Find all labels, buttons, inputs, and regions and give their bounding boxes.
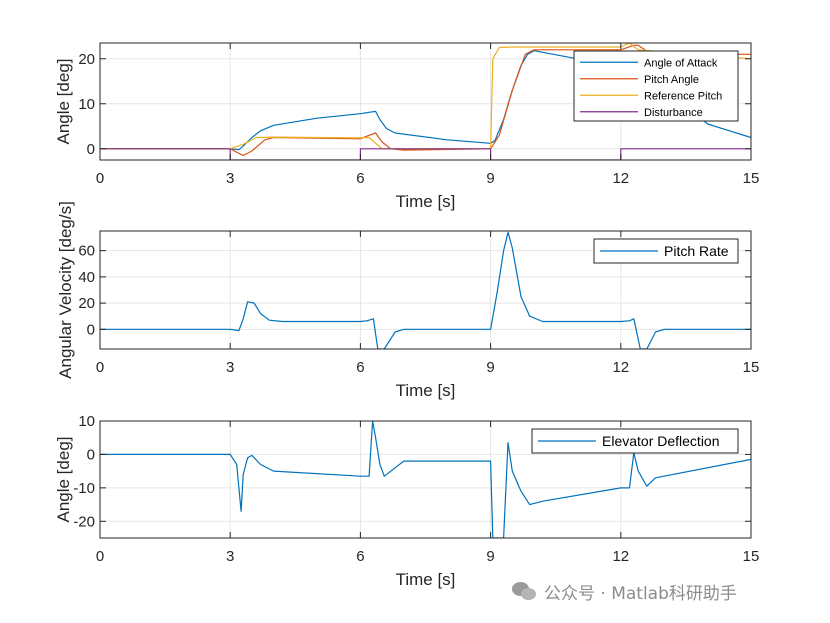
legend-label: Pitch Rate [664, 243, 729, 259]
axes-box [99, 230, 752, 350]
series-line-1 [100, 231, 751, 349]
x-tick-label: 9 [486, 359, 494, 376]
x-tick-label: 3 [226, 170, 234, 187]
series-line-4 [100, 148, 751, 160]
watermark-text: 公众号 · Matlab科研助手 [544, 583, 737, 604]
y-tick-label: 10 [78, 96, 95, 113]
y-tick-label: 0 [87, 446, 95, 463]
y-axis-label: Angle [deg] [54, 436, 73, 522]
x-tick-label: 0 [96, 548, 104, 565]
legend-label: Angle of Attack [644, 57, 718, 69]
x-axis-label: Time [s] [396, 381, 456, 400]
x-tick-label: 9 [486, 170, 494, 187]
legend: Pitch Rate [593, 238, 739, 264]
x-tick-label: 9 [486, 548, 494, 565]
legend: Angle of Attack Pitch Angle Reference Pitc… [573, 50, 739, 122]
y-tick-label: 20 [78, 295, 95, 312]
x-tick-label: 6 [356, 359, 364, 376]
x-tick-label: 12 [612, 548, 629, 565]
legend-box [531, 428, 739, 454]
x-tick-label: 6 [356, 548, 364, 565]
series-group [100, 231, 751, 349]
legend-label: Reference Pitch [644, 90, 722, 102]
legend-label: Elevator Deflection [602, 433, 720, 449]
y-tick-label: 0 [87, 141, 95, 158]
y-tick-label: 10 [78, 413, 95, 430]
x-tick-label: 0 [96, 170, 104, 187]
axes-box [99, 420, 752, 539]
series-line-2 [100, 44, 751, 157]
chart-panel-2: 0 3 6 9 12 15 0 20 40 60 Time [s] Angular Velocity … [56, 201, 759, 400]
x-tick-label: 15 [743, 548, 760, 565]
x-tick-label: 15 [743, 359, 760, 376]
x-tick-label: 6 [356, 170, 364, 187]
y-axis-label: Angular Velocity [deg/s] [56, 201, 75, 379]
series-line-1 [100, 421, 751, 538]
legend-label: Pitch Angle [644, 74, 699, 86]
y-tick-label: 20 [78, 51, 95, 68]
watermark: 公众号 · Matlab科研助手 [512, 579, 737, 604]
x-tick-label: 15 [743, 170, 760, 187]
legend-label: Disturbance [644, 107, 703, 119]
wechat-bubbles-icon [512, 580, 538, 602]
x-tick-label: 3 [226, 359, 234, 376]
x-tick-label: 12 [612, 359, 629, 376]
x-tick-label: 12 [612, 170, 629, 187]
x-axis-label: Time [s] [396, 192, 456, 211]
y-tick-label: -20 [73, 513, 95, 530]
x-tick-label: 3 [226, 548, 234, 565]
y-tick-label: 60 [78, 243, 95, 260]
x-axis-label: Time [s] [396, 570, 456, 589]
y-tick-label: 40 [78, 269, 95, 286]
chart-panel-3: 0 3 6 9 12 15 -20 -10 0 10 Time [s] Angle [deg] Elev… [54, 413, 759, 589]
series-group [100, 421, 751, 538]
chart-panel-1: 0 3 6 9 12 15 0 10 20 Time [s] Angle [deg] Angle of… [54, 42, 760, 211]
y-tick-label: 0 [87, 321, 95, 338]
x-tick-label: 0 [96, 359, 104, 376]
y-tick-label: -10 [73, 480, 95, 497]
axes-box [99, 42, 752, 161]
legend: Elevator Deflection [531, 428, 739, 454]
y-axis-label: Angle [deg] [54, 58, 73, 144]
